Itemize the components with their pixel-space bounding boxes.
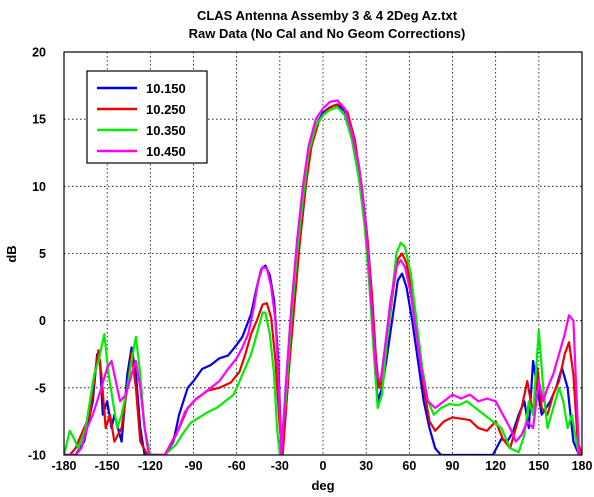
x-tick-label: 150 (528, 459, 549, 473)
y-tick-labels: -10 -5 0 5 10 15 20 (28, 46, 46, 463)
chart-subtitle: Raw Data (No Cal and No Geom Corrections… (189, 26, 466, 41)
y-tick-label: -5 (35, 381, 46, 395)
y-axis-label: dB (4, 245, 19, 262)
x-axis-label: deg (311, 478, 334, 493)
chart-title: CLAS Antenna Assemby 3 & 4 2Deg Az.txt (197, 8, 458, 23)
series-line-10-250 (64, 103, 582, 455)
legend-label: 10.450 (146, 144, 186, 159)
legend: 10.150 10.250 10.350 10.450 (86, 70, 208, 164)
x-tick-label: -180 (51, 459, 76, 473)
y-tick-label: -10 (28, 449, 46, 463)
legend-label: 10.350 (146, 123, 186, 138)
x-tick-label: 30 (359, 459, 373, 473)
legend-box (86, 70, 208, 164)
series-line-10-450 (64, 99, 582, 455)
x-tick-label: 0 (320, 459, 327, 473)
x-tick-label: 180 (572, 459, 593, 473)
y-tick-label: 20 (32, 46, 46, 60)
x-tick-label: 90 (446, 459, 460, 473)
series-lines (64, 99, 582, 455)
x-tick-label: 120 (485, 459, 506, 473)
legend-label: 10.250 (146, 102, 186, 117)
series-line-10-350 (64, 106, 582, 455)
x-tick-label: -120 (138, 459, 163, 473)
legend-label: 10.150 (146, 81, 186, 96)
x-tick-label: -30 (271, 459, 289, 473)
x-tick-labels: -180 -150 -120 -90 -60 -30 0 30 60 90 120 150 180 (51, 459, 592, 473)
y-tick-label: 10 (32, 180, 46, 194)
y-tick-label: 0 (39, 314, 46, 328)
x-tick-label: -150 (95, 459, 120, 473)
x-tick-label: -90 (184, 459, 202, 473)
y-tick-label: 15 (32, 113, 46, 127)
plot-frame (63, 51, 583, 456)
x-tick-label: 60 (402, 459, 416, 473)
y-tick-label: 5 (39, 247, 46, 261)
x-tick-label: -60 (228, 459, 246, 473)
